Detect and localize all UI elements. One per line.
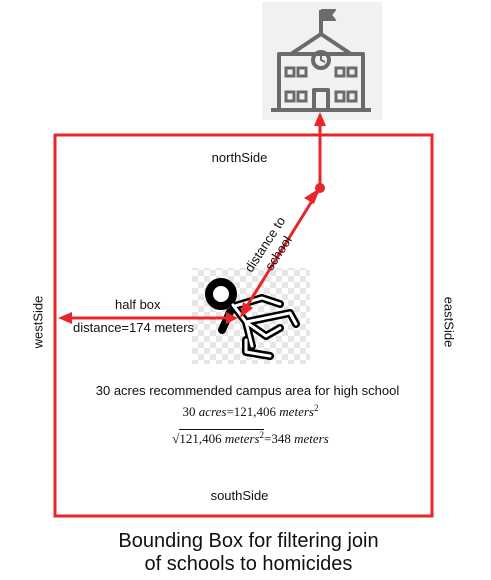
eq2-result: =348: [264, 431, 291, 446]
bounding-box: [53, 133, 434, 518]
caption-line-1: Bounding Box for filtering join: [118, 530, 379, 552]
half-box-label: half box: [115, 297, 161, 312]
south-side-label: southSide: [210, 488, 269, 503]
diagram-caption: Bounding Box for filtering join of schoo…: [3, 530, 491, 576]
north-side-label: northSide: [211, 150, 268, 165]
eq2-radicand-number: 121,406: [179, 431, 222, 446]
eq2-exponent: 2: [259, 430, 265, 440]
acres-conversion-equation: 30 acres=121,406 meters2: [5, 404, 491, 420]
eq2-result-unit: meters: [294, 431, 329, 446]
eq2-radicand: 121,406 meters2: [179, 429, 265, 446]
west-side-label: westSide: [30, 295, 46, 349]
east-side-label: eastSide: [441, 296, 457, 348]
campus-area-text: 30 acres recommended campus area for hig…: [95, 383, 400, 398]
school-building-icon: [262, 2, 382, 120]
homicide-figure-icon: [192, 268, 310, 364]
eq1-rhs: =121,406: [226, 404, 277, 419]
eq2-root-symbol: √: [172, 431, 180, 446]
eq2-radicand-unit: meters: [224, 431, 260, 446]
half-box-arrow: [58, 312, 238, 324]
eq1-lhs-unit: acres: [198, 404, 227, 419]
distance-to-school-arrow: [240, 112, 326, 318]
eq1-lhs-number: 30: [182, 404, 196, 419]
caption-line-2: of schools to homicides: [144, 553, 353, 575]
distance-174-label: distance=174 meters: [73, 320, 195, 335]
square-root-equation: √121,406 meters2=348 meters: [5, 429, 491, 447]
eq1-rhs-unit: meters: [279, 404, 314, 419]
eq1-exponent: 2: [313, 403, 319, 413]
